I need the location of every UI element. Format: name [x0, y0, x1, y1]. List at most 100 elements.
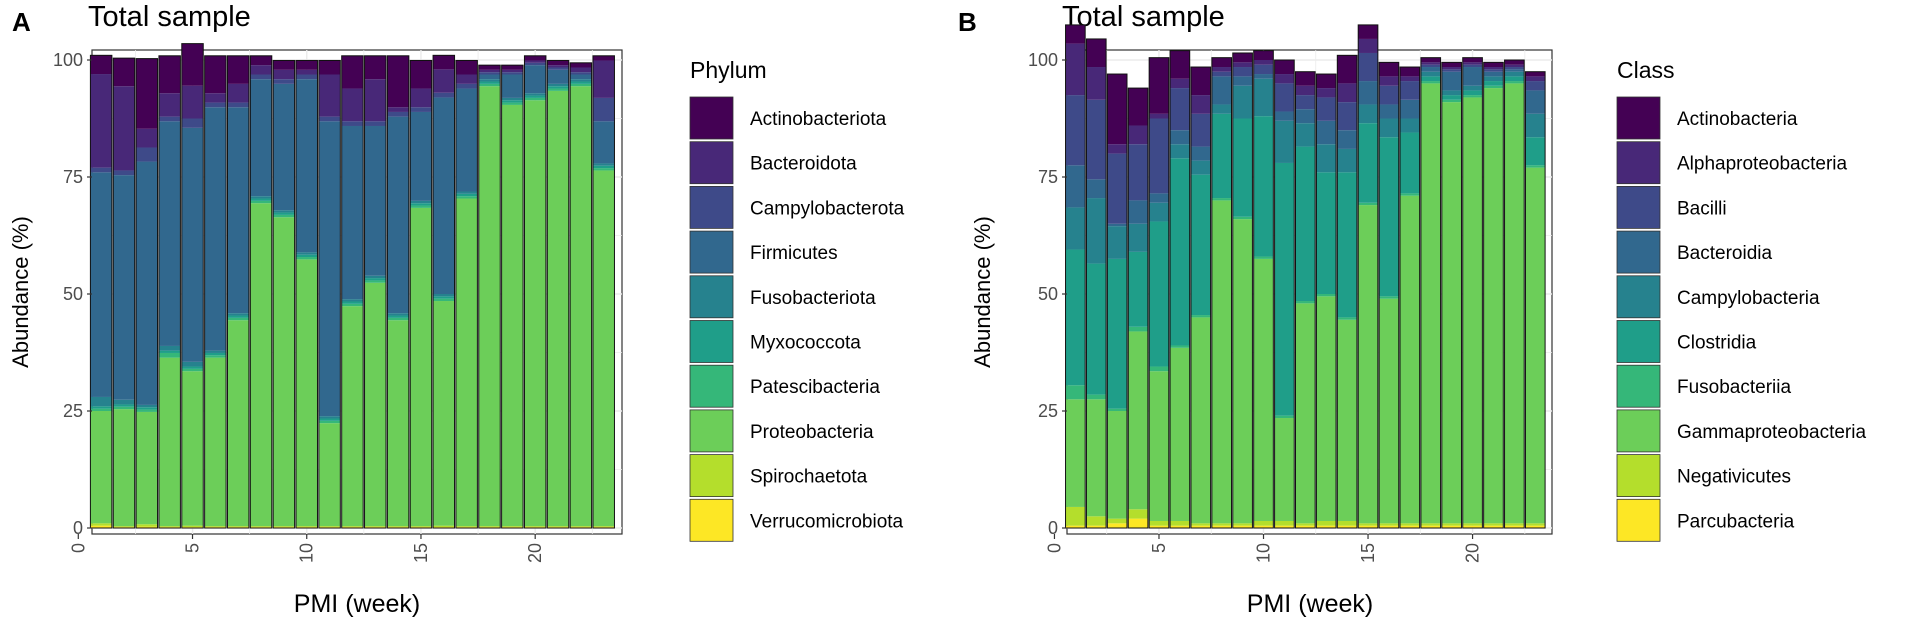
bar-segment [570, 86, 592, 527]
bar-segment [204, 352, 227, 356]
bar-segment [364, 526, 387, 528]
bar-segment [1337, 83, 1357, 103]
bar-segment [478, 65, 501, 70]
bar-segment [1128, 125, 1148, 145]
bar-segment [1170, 345, 1190, 348]
bar-segment [364, 121, 387, 126]
bar-segment [90, 523, 112, 526]
bar-segment [1149, 520, 1169, 526]
bar-segment [273, 83, 295, 211]
bar-outline [135, 58, 159, 529]
bar-segment [113, 399, 135, 405]
legend-label: Gammaproteobacteria [1677, 422, 1866, 443]
bar-outline [1315, 73, 1337, 529]
bar-segment [341, 88, 364, 122]
bar-segment [1107, 74, 1127, 145]
bar-segment [181, 371, 204, 526]
bar-segment [90, 525, 112, 528]
bar-segment [1504, 83, 1525, 524]
bar-segment [410, 203, 432, 206]
bar-segment [1525, 90, 1546, 114]
bar-segment [478, 74, 501, 80]
bar-segment [1295, 525, 1316, 528]
bar-segment [227, 107, 249, 314]
bar-segment [1525, 81, 1546, 91]
bar-segment [1107, 144, 1127, 154]
bar-outline [1211, 57, 1233, 529]
bar-segment [410, 200, 432, 204]
bar-segment [1274, 74, 1295, 84]
bar-segment [1504, 523, 1525, 526]
bar-segment [592, 170, 615, 527]
bar-segment [1295, 146, 1316, 302]
bar-outline [295, 59, 318, 529]
legend-label: Clostridia [1677, 333, 1757, 354]
legend-label: Spirochaetota [750, 467, 868, 488]
bar-segment [250, 203, 272, 527]
bar-segment [1358, 52, 1378, 82]
bar-segment [1274, 418, 1295, 521]
bar-segment [1211, 104, 1232, 114]
bar-segment [524, 97, 546, 101]
bar-segment [1483, 62, 1504, 68]
bar-segment [1149, 193, 1169, 203]
bar-segment [1170, 130, 1190, 145]
bar-segment [1420, 62, 1441, 65]
y-tick-label: 0 [1048, 518, 1058, 538]
bar-segment [1379, 296, 1399, 299]
bar-segment [204, 355, 227, 358]
bar-segment [181, 85, 204, 119]
bar-segment [1504, 71, 1525, 77]
bar-segment [318, 416, 341, 419]
bar-segment [296, 254, 318, 258]
bar-outline [386, 55, 410, 529]
bar-segment [318, 423, 341, 527]
bar-segment [136, 407, 158, 410]
bar-segment [1483, 76, 1504, 82]
x-tick-label: 20 [525, 543, 545, 563]
bar-segment [341, 55, 364, 89]
y-axis-label: Abundance (%) [8, 216, 33, 368]
bar-segment [1211, 198, 1232, 201]
bar-segment [1358, 205, 1378, 524]
legend-label: Bacilli [1677, 198, 1727, 219]
bar-segment [227, 102, 249, 108]
bar-segment [1379, 298, 1399, 524]
x-axis-label: PMI (week) [1247, 590, 1373, 618]
bar-segment [592, 60, 615, 98]
bar-segment [1295, 95, 1316, 110]
bar-segment [341, 121, 364, 126]
bar-segment [1462, 523, 1483, 526]
bar-segment [204, 55, 227, 94]
bar-segment [318, 420, 341, 424]
bar-outline [226, 55, 250, 529]
bar-segment [1211, 76, 1232, 105]
bar-segment [341, 303, 364, 307]
bar-segment [273, 60, 295, 70]
bar-outline [1294, 71, 1316, 529]
bar-segment [387, 315, 409, 318]
bar-segment [1483, 525, 1504, 528]
bar-segment [1337, 102, 1357, 131]
bar-segment [1441, 99, 1462, 103]
bar-segment [1525, 113, 1546, 138]
bar-segment [273, 69, 295, 80]
bar-segment [387, 317, 409, 321]
bar-segment [570, 62, 592, 68]
bar-segment [570, 81, 592, 84]
bar-segment [227, 313, 249, 316]
legend-title: Class [1617, 57, 1675, 83]
bar-segment [1065, 399, 1086, 507]
bar-outline [523, 55, 547, 529]
bar-segment [433, 525, 455, 528]
bar-segment [136, 128, 158, 148]
bar-segment [1253, 64, 1274, 75]
bar-segment [250, 79, 272, 197]
legend-swatch [689, 275, 734, 319]
bar-outline [569, 62, 593, 529]
bar-segment [1065, 525, 1086, 528]
bar-segment [1483, 88, 1504, 524]
bar-segment [410, 205, 432, 208]
bar-segment [1316, 97, 1337, 121]
bar-segment [501, 104, 524, 527]
